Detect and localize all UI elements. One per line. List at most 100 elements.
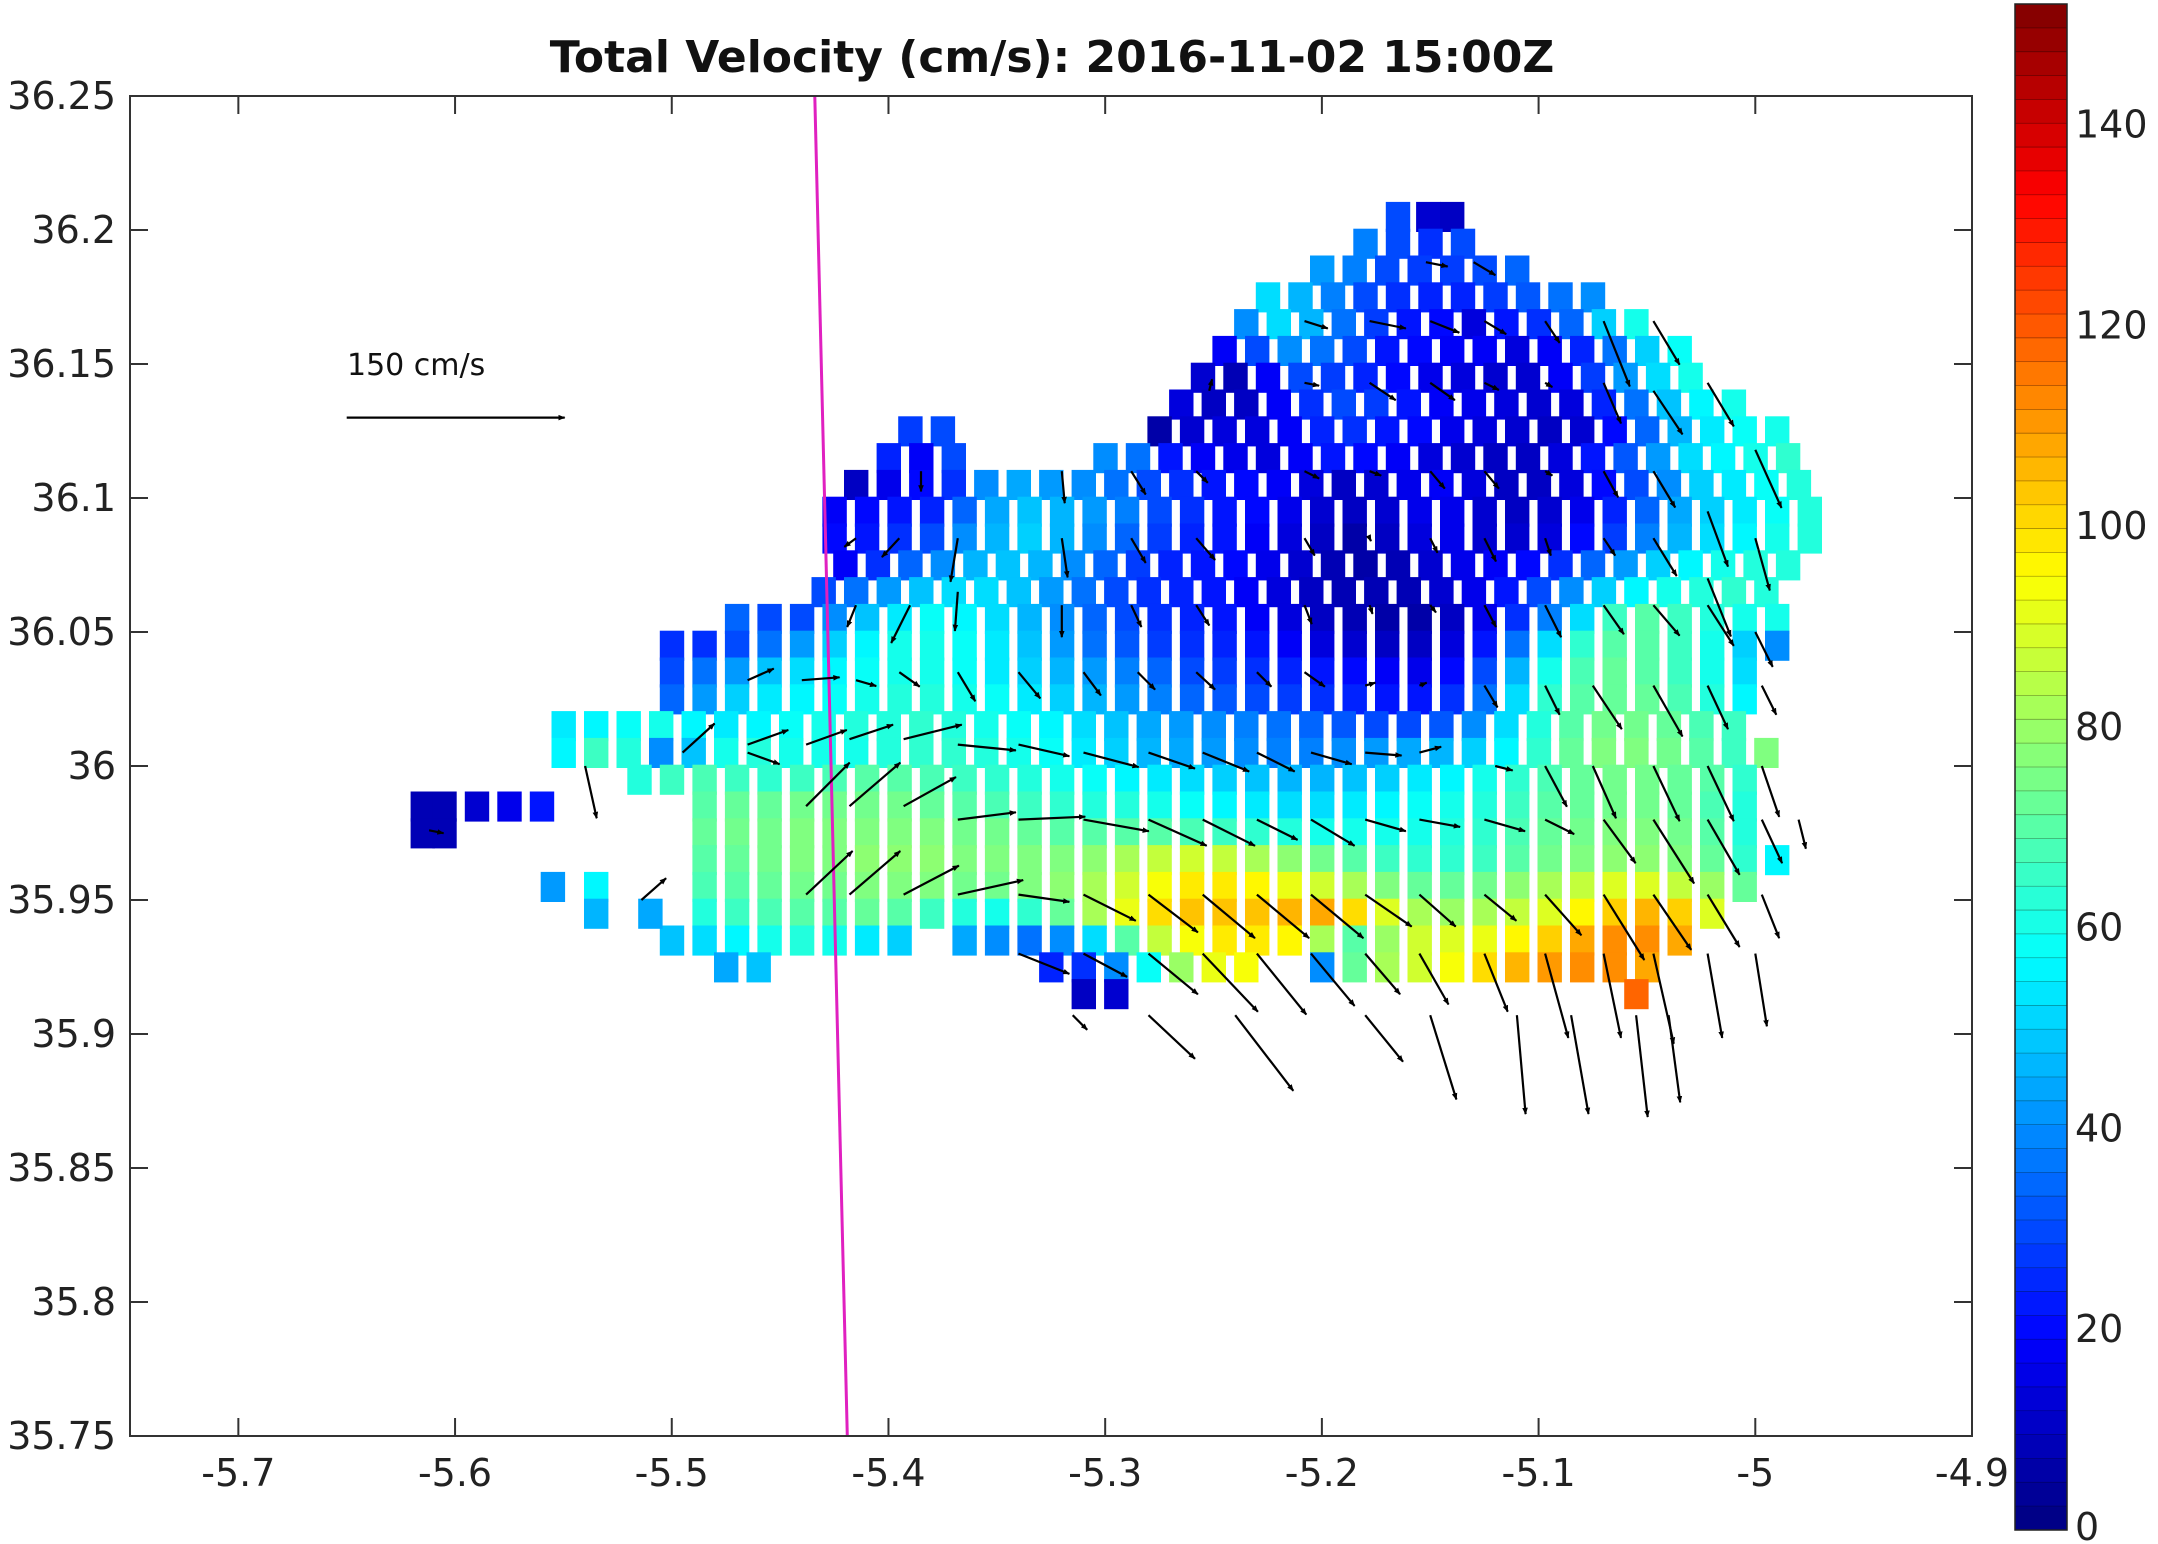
speed-cell — [1310, 657, 1335, 688]
speed-cell — [1288, 443, 1313, 474]
boundary-line — [813, 96, 849, 1436]
velocity-arrow — [1304, 381, 1320, 388]
velocity-arrow — [1425, 261, 1449, 269]
speed-cell — [1212, 791, 1237, 822]
speed-cell — [789, 603, 815, 634]
speed-cell — [1212, 416, 1237, 447]
colorbar-band — [2015, 1100, 2067, 1126]
speed-cell — [1234, 389, 1259, 420]
speed-cell — [1505, 657, 1530, 688]
velocity-arrow — [1364, 893, 1413, 928]
y-tick-label: 35.9 — [31, 1012, 116, 1056]
speed-cell — [1494, 737, 1519, 768]
speed-cell — [432, 818, 457, 849]
colorbar-tick-label: 80 — [2075, 705, 2123, 749]
speed-cell — [1136, 952, 1161, 983]
speed-cell — [1570, 684, 1595, 715]
speed-cell — [1635, 630, 1660, 661]
speed-cell — [1006, 711, 1031, 742]
velocity-arrow — [1483, 893, 1518, 922]
speed-cell — [1179, 791, 1205, 822]
speed-cell — [1700, 684, 1725, 715]
speed-cell — [1689, 389, 1714, 420]
speed-cell — [1375, 335, 1400, 366]
speed-cell — [1429, 737, 1454, 768]
speed-cell — [854, 523, 880, 554]
x-tick-label: -5.7 — [201, 1451, 275, 1495]
speed-cell — [1082, 845, 1107, 876]
speed-cell — [1732, 764, 1757, 795]
colorbar-band — [2015, 409, 2067, 434]
velocity-arrow — [1652, 685, 1684, 738]
speed-cell — [984, 603, 1010, 634]
speed-cell — [1114, 925, 1140, 956]
speed-cell — [1223, 443, 1248, 474]
colorbar-band — [2015, 790, 2067, 816]
speed-cell — [974, 737, 999, 768]
speed-cell — [1440, 630, 1465, 661]
velocity-arrow — [805, 761, 851, 807]
speed-cell — [1310, 603, 1335, 634]
speed-cell — [1017, 496, 1042, 527]
velocity-arrow — [1256, 671, 1273, 688]
speed-cell — [984, 898, 1010, 929]
velocity-arrow — [1544, 604, 1563, 638]
speed-cell — [1179, 416, 1205, 447]
speed-cell — [811, 711, 836, 742]
speed-cell — [1645, 550, 1671, 581]
speed-cell — [1570, 630, 1595, 661]
speed-cell — [1385, 228, 1411, 259]
velocity-arrow — [1202, 751, 1250, 773]
speed-cell — [1689, 711, 1714, 742]
speed-cell — [1039, 711, 1064, 742]
speed-cell — [1147, 523, 1172, 554]
colorbar-tick-label: 140 — [2075, 102, 2148, 146]
velocity-arrow — [1418, 681, 1428, 688]
speed-cell — [529, 791, 555, 822]
velocity-arrow — [1602, 818, 1637, 864]
speed-cell — [1407, 845, 1432, 876]
speed-cell — [822, 818, 847, 849]
velocity-arrow — [1304, 320, 1329, 330]
speed-cell — [952, 496, 977, 527]
colorbar-band — [2015, 123, 2067, 148]
velocity-arrow — [1652, 390, 1684, 436]
velocity-arrow — [1429, 470, 1446, 490]
speed-cell — [1635, 523, 1660, 554]
speed-cell — [1071, 952, 1096, 983]
velocity-arrow — [1256, 818, 1299, 841]
speed-cell — [941, 443, 966, 474]
speed-cell — [1114, 871, 1140, 902]
velocity-arrow — [1602, 537, 1617, 557]
speed-cell — [1104, 469, 1129, 500]
speed-cell — [1515, 443, 1541, 474]
speed-cell — [1407, 416, 1432, 447]
speed-cell — [1440, 201, 1465, 232]
speed-cell — [1440, 952, 1465, 983]
speed-cell — [1147, 925, 1172, 956]
x-tick-label: -5.2 — [1285, 1451, 1359, 1495]
velocity-arrow — [1147, 1014, 1196, 1060]
speed-cell — [692, 630, 717, 661]
speed-cell — [1570, 845, 1595, 876]
colorbar-band — [2015, 576, 2067, 601]
speed-cell — [1245, 925, 1270, 956]
velocity-arrow — [957, 743, 1017, 753]
speed-cell — [974, 469, 999, 500]
speed-cell — [1017, 898, 1042, 929]
speed-cell — [1082, 496, 1107, 527]
velocity-arrow — [681, 722, 716, 754]
speed-cell — [692, 898, 717, 929]
speed-cell — [1645, 362, 1671, 393]
speed-cell — [1440, 657, 1465, 688]
speed-cell — [757, 764, 782, 795]
speed-cell — [1049, 925, 1075, 956]
speed-cell — [1266, 577, 1291, 608]
speed-cell — [1483, 443, 1508, 474]
speed-cell — [1212, 818, 1237, 849]
speed-cell — [1375, 791, 1400, 822]
speed-cell — [1732, 603, 1757, 634]
speed-cell — [1212, 630, 1237, 661]
velocity-arrow — [1706, 894, 1741, 948]
colorbar-band — [2015, 1029, 2067, 1054]
